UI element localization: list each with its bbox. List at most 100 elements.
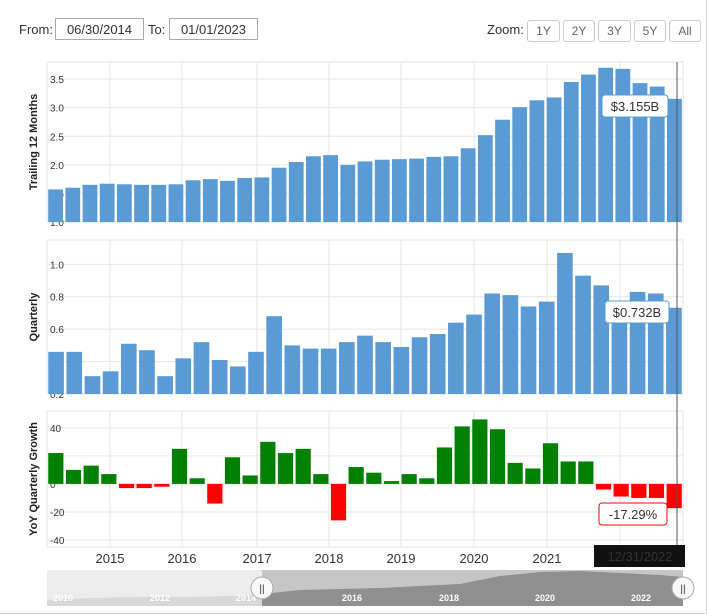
y-axis-title: YoY Quarterly Growth — [28, 422, 40, 536]
bar — [65, 469, 82, 484]
bar — [443, 156, 459, 222]
bar — [374, 159, 390, 222]
bar — [193, 342, 210, 394]
bar — [383, 481, 400, 484]
bar — [139, 350, 155, 394]
bar — [581, 74, 596, 222]
bar — [546, 97, 562, 222]
bar — [489, 429, 506, 484]
to-date-input[interactable]: 01/01/2023 — [169, 18, 258, 40]
bar — [320, 348, 337, 394]
bar — [102, 371, 119, 394]
panel-3-area — [46, 410, 684, 548]
y-tick-label: 0.2 — [50, 390, 64, 401]
bar — [448, 322, 464, 394]
bar — [175, 358, 192, 394]
bar — [525, 468, 541, 484]
bar — [666, 307, 682, 394]
tooltip-yoy: -17.29% — [598, 502, 668, 526]
bar — [271, 167, 287, 222]
bar — [613, 483, 629, 497]
y-tick-label: 40 — [50, 424, 62, 435]
zoom-all-button[interactable]: All — [669, 20, 701, 42]
bar — [99, 183, 115, 222]
navigator-tick-label: 2012 — [150, 593, 170, 603]
bar — [48, 351, 64, 394]
bar — [83, 465, 99, 484]
x-tick-label: 2021 — [533, 551, 562, 566]
bar — [224, 457, 241, 484]
y-tick-label: 1.0 — [50, 260, 64, 271]
y-tick-label: 3.0 — [50, 104, 64, 115]
bar — [454, 426, 470, 484]
bar — [101, 474, 117, 484]
bar — [120, 343, 137, 394]
y-tick-label: 0 — [50, 480, 56, 491]
bar — [348, 467, 364, 484]
bar — [542, 443, 559, 484]
bar — [242, 475, 258, 484]
bar — [84, 376, 101, 394]
bar — [632, 83, 648, 223]
bar — [185, 180, 201, 222]
from-label: From: — [19, 22, 53, 37]
bar — [512, 107, 528, 222]
navigator-right-handle[interactable]: || — [671, 576, 695, 600]
x-tick-label: 2019 — [387, 551, 416, 566]
navigator-right-handle-circle — [671, 576, 695, 600]
tooltip-quarterly: $0.732B — [604, 300, 670, 324]
zoom-5y-button[interactable]: 5Y — [634, 20, 666, 42]
zoom-2y-button[interactable]: 2Y — [563, 20, 595, 42]
y-tick-label: 2.5 — [50, 132, 64, 143]
bar — [229, 366, 246, 394]
bar — [237, 178, 253, 222]
navigator-selected-area — [262, 571, 683, 606]
x-tick-label: 2016 — [168, 551, 197, 566]
bar — [284, 345, 301, 394]
x-tick-label: 2018 — [315, 551, 344, 566]
x-tick-label: 2015 — [96, 551, 125, 566]
bar — [151, 184, 167, 222]
bar — [391, 159, 407, 222]
bar — [48, 189, 63, 222]
bar — [575, 275, 591, 394]
bar — [323, 155, 339, 222]
bar — [168, 184, 184, 222]
bar — [136, 483, 152, 489]
bar — [295, 448, 311, 484]
bar — [426, 156, 442, 222]
crosshair-date-box — [594, 545, 685, 567]
bar — [666, 483, 682, 509]
zoom-label: Zoom: — [487, 22, 524, 37]
y-tick-label: 2.0 — [50, 161, 64, 172]
bar — [220, 180, 235, 222]
from-date-input[interactable]: 06/30/2014 — [55, 18, 144, 40]
navigator-tick-label: 2016 — [342, 593, 362, 603]
bar — [560, 461, 576, 484]
bar — [611, 304, 628, 394]
navigator-tick-label: 2014 — [236, 593, 256, 603]
bar — [648, 483, 665, 498]
bar — [563, 82, 579, 222]
bar — [82, 184, 98, 222]
bar — [118, 483, 135, 489]
y-tick-label: -40 — [50, 536, 65, 547]
navigator-left-handle-grip: || — [259, 584, 264, 595]
zoom-3y-button[interactable]: 3Y — [598, 20, 631, 42]
y-axis-title: Trailing 12 Months — [28, 94, 40, 191]
bar — [557, 252, 573, 394]
navigator-left-handle[interactable]: || — [250, 576, 274, 600]
bar — [302, 348, 319, 394]
zoom-1y-button[interactable]: 1Y — [527, 20, 560, 42]
crosshair-date-label: 12/31/2022 — [607, 549, 672, 564]
bar — [248, 351, 264, 394]
bar — [538, 301, 555, 394]
bar — [598, 67, 614, 222]
bar — [436, 447, 453, 484]
y-tick-label: 3.5 — [50, 75, 64, 86]
bar — [401, 474, 417, 484]
tooltip-quarterly-box — [604, 300, 670, 324]
bar — [154, 483, 170, 487]
y-tick-label: 0.8 — [50, 293, 64, 304]
